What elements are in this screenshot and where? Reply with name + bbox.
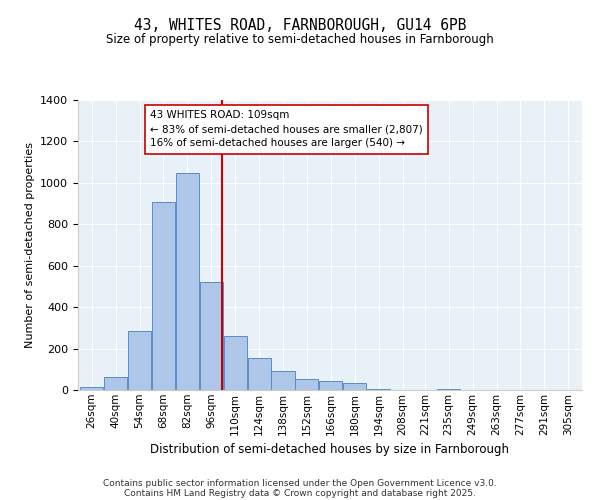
Bar — [128, 331, 151, 390]
Bar — [367, 389, 390, 390]
Text: 43, WHITES ROAD, FARNBOROUGH, GU14 6PB: 43, WHITES ROAD, FARNBOROUGH, GU14 6PB — [134, 18, 466, 32]
Bar — [104, 376, 127, 390]
Y-axis label: Number of semi-detached properties: Number of semi-detached properties — [25, 142, 35, 348]
Bar — [200, 282, 223, 390]
Bar — [437, 389, 460, 390]
X-axis label: Distribution of semi-detached houses by size in Farnborough: Distribution of semi-detached houses by … — [151, 443, 509, 456]
Bar — [319, 380, 343, 390]
Bar — [248, 358, 271, 390]
Bar — [152, 202, 175, 390]
Text: 43 WHITES ROAD: 109sqm
← 83% of semi-detached houses are smaller (2,807)
16% of : 43 WHITES ROAD: 109sqm ← 83% of semi-det… — [150, 110, 422, 148]
Text: Contains HM Land Registry data © Crown copyright and database right 2025.: Contains HM Land Registry data © Crown c… — [124, 488, 476, 498]
Bar — [176, 172, 199, 390]
Bar — [343, 383, 367, 390]
Bar — [224, 336, 247, 390]
Bar — [271, 372, 295, 390]
Bar — [80, 387, 103, 390]
Text: Contains public sector information licensed under the Open Government Licence v3: Contains public sector information licen… — [103, 478, 497, 488]
Bar — [295, 378, 319, 390]
Text: Size of property relative to semi-detached houses in Farnborough: Size of property relative to semi-detach… — [106, 32, 494, 46]
